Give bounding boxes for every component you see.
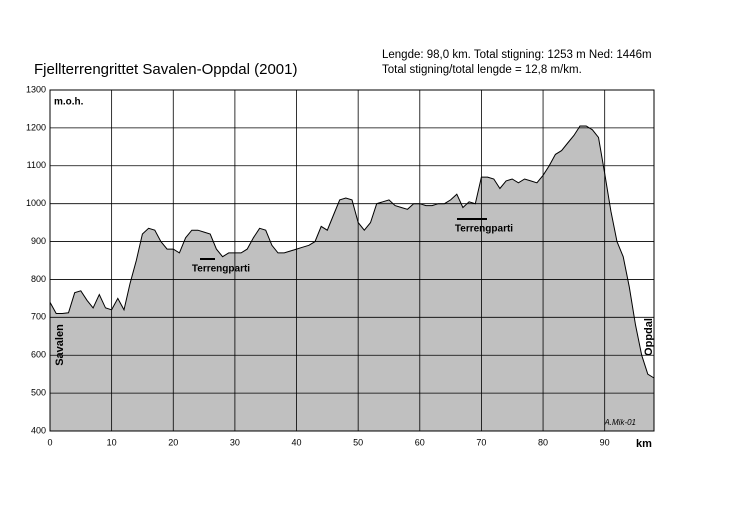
x-tick-label: 30 bbox=[230, 437, 240, 447]
y-tick-label: 1300 bbox=[26, 84, 46, 94]
x-tick-label: 90 bbox=[600, 437, 610, 447]
x-axis-label: km bbox=[636, 438, 652, 450]
y-tick-label: 1000 bbox=[26, 198, 46, 208]
y-tick-label: 800 bbox=[31, 274, 46, 284]
x-tick-label: 70 bbox=[476, 437, 486, 447]
x-tick-label: 10 bbox=[107, 437, 117, 447]
annotation: Terrengparti bbox=[455, 224, 513, 235]
y-tick-label: 500 bbox=[31, 387, 46, 397]
x-tick-label: 40 bbox=[292, 437, 302, 447]
x-tick-label: 80 bbox=[538, 437, 548, 447]
x-tick-label: 50 bbox=[353, 437, 363, 447]
x-tick-label: 0 bbox=[47, 437, 52, 447]
plot-frame bbox=[49, 89, 655, 432]
x-tick-label: 20 bbox=[168, 437, 178, 447]
y-tick-label: 600 bbox=[31, 350, 46, 360]
x-tick-label: 60 bbox=[415, 437, 425, 447]
subtitle: Total stigning/total lengde = 12,8 m/km. bbox=[382, 64, 582, 76]
chart-title: Fjellterrengrittet Savalen-Oppdal (2001) bbox=[34, 61, 297, 78]
y-tick-label: 1100 bbox=[27, 160, 46, 170]
area-fill bbox=[50, 126, 654, 431]
start-label: Savalen bbox=[54, 324, 66, 366]
y-tick-label: 700 bbox=[31, 312, 46, 322]
subtitle: Lengde: 98,0 km. Total stigning: 1253 m … bbox=[382, 49, 652, 61]
y-tick-label: 1200 bbox=[26, 122, 46, 132]
y-tick-label: 400 bbox=[31, 425, 46, 435]
area-line bbox=[49, 125, 655, 379]
signature: A.Mik-01 bbox=[603, 418, 636, 427]
y-axis-label: m.o.h. bbox=[54, 97, 84, 108]
y-tick-label: 900 bbox=[31, 236, 46, 246]
annotation: Terrengparti bbox=[192, 264, 250, 275]
end-label: Oppdal bbox=[643, 318, 655, 356]
